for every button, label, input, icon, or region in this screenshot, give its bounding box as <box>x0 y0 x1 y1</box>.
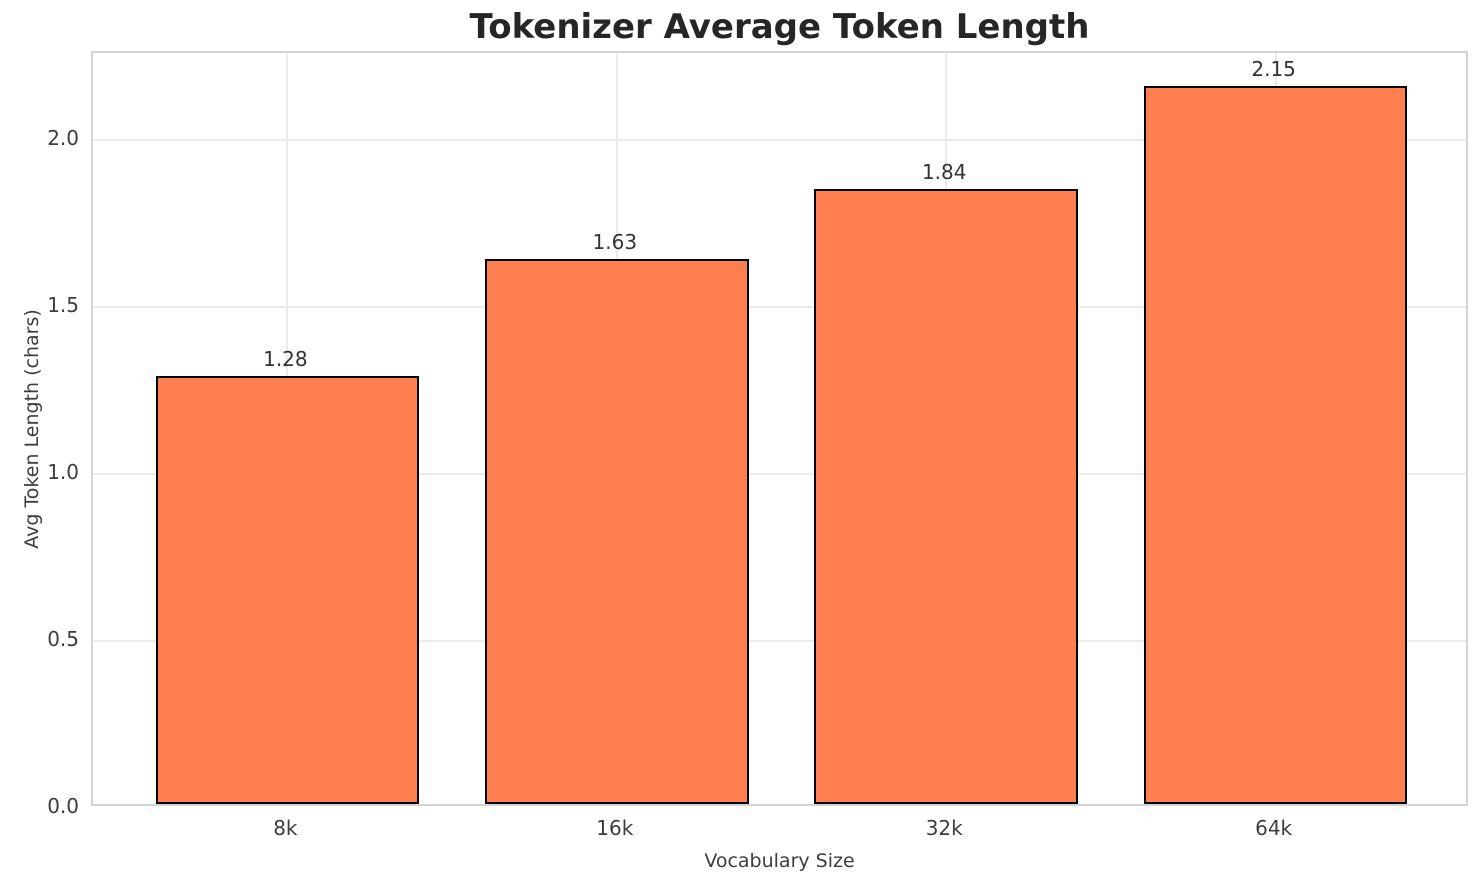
y-gridline <box>93 138 1466 141</box>
bar-16k <box>485 259 749 804</box>
y-axis-label: Avg Token Length (chars) <box>21 309 43 549</box>
x-axis-label: Vocabulary Size <box>704 850 855 872</box>
x-tick-label: 16k <box>596 816 634 840</box>
bar-value-label: 1.28 <box>263 347 308 372</box>
bar-value-label: 2.15 <box>1251 56 1296 81</box>
x-tick-label: 8k <box>273 816 298 840</box>
y-gridline <box>93 472 1466 475</box>
x-tick-label: 64k <box>1255 816 1293 840</box>
bar-value-label: 1.63 <box>592 230 638 255</box>
bar-64k <box>1143 85 1408 804</box>
y-gridline <box>93 639 1466 642</box>
y-tick-label: 1.5 <box>47 292 79 317</box>
bar-32k <box>814 189 1078 804</box>
y-gridline <box>93 305 1466 308</box>
bar-8k <box>155 376 420 804</box>
y-tick-label: 0.5 <box>47 626 79 651</box>
y-tick-label: 2.0 <box>47 125 79 150</box>
bar-value-label: 1.84 <box>921 160 967 185</box>
plot-area <box>91 51 1468 806</box>
chart-title: Tokenizer Average Token Length <box>469 7 1090 47</box>
y-tick-label: 0.0 <box>47 794 79 818</box>
x-tick-label: 32k <box>925 816 963 840</box>
y-tick-label: 1.0 <box>47 459 79 484</box>
